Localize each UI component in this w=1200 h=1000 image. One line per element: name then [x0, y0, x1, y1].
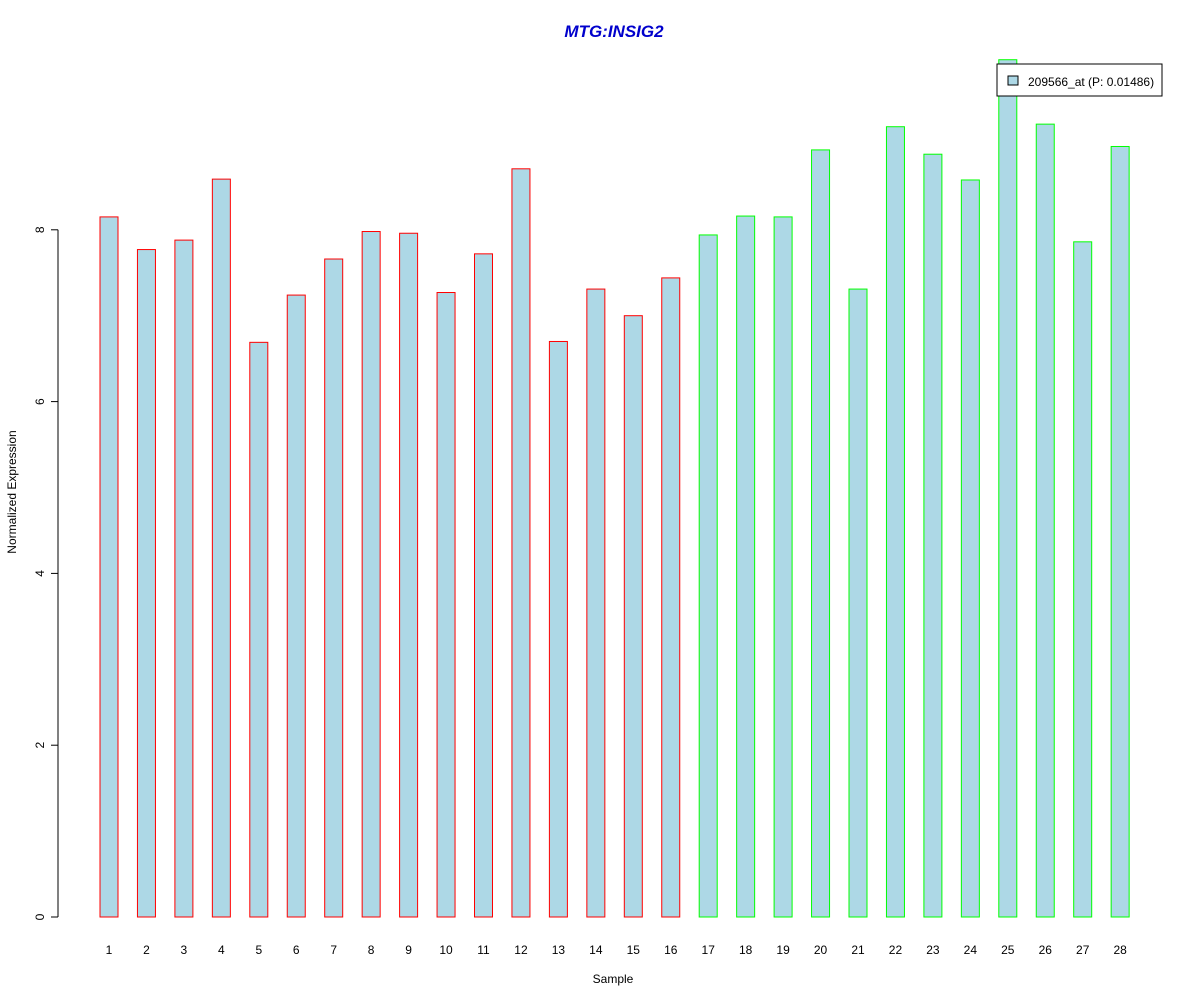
bar-sample-28 — [1110, 145, 1130, 918]
bar-sample-25 — [998, 59, 1018, 918]
y-tick-label: 0 — [33, 913, 47, 920]
bar-sample-18 — [736, 215, 756, 918]
bar-sample-16 — [661, 277, 681, 918]
x-tick-label: 12 — [514, 943, 528, 957]
bar-sample-8 — [361, 231, 381, 918]
x-tick-label: 6 — [293, 943, 300, 957]
bar-sample-10 — [436, 292, 456, 918]
y-tick-label: 8 — [33, 226, 47, 233]
bar-sample-19 — [773, 216, 793, 918]
bar-sample-9 — [399, 232, 419, 918]
x-tick-label: 14 — [589, 943, 603, 957]
bar-sample-14 — [586, 288, 606, 918]
x-tick-label: 7 — [330, 943, 337, 957]
y-tick-label: 6 — [33, 398, 47, 405]
x-tick-label: 2 — [143, 943, 150, 957]
bar-sample-23 — [923, 153, 943, 918]
x-tick-label: 23 — [926, 943, 940, 957]
legend-swatch — [1007, 75, 1019, 86]
y-tick-label: 4 — [33, 570, 47, 577]
x-tick-label: 26 — [1039, 943, 1053, 957]
x-tick-label: 17 — [702, 943, 716, 957]
x-tick-label: 27 — [1076, 943, 1090, 957]
x-tick-label: 18 — [739, 943, 753, 957]
bar-sample-11 — [474, 253, 493, 918]
bar-sample-15 — [623, 315, 643, 918]
bar-sample-21 — [848, 288, 868, 918]
x-tick-label: 19 — [776, 943, 790, 957]
x-tick-label: 13 — [552, 943, 566, 957]
x-tick-label: 11 — [477, 943, 490, 957]
bar-sample-7 — [324, 258, 344, 918]
bar-sample-22 — [885, 126, 905, 918]
x-tick-label: 24 — [964, 943, 978, 957]
x-tick-label: 16 — [664, 943, 678, 957]
x-tick-label: 22 — [889, 943, 903, 957]
bar-sample-4 — [211, 178, 231, 918]
bar-sample-5 — [249, 341, 269, 918]
bar-sample-24 — [960, 179, 980, 918]
bars-group — [99, 59, 1130, 918]
x-tick-label: 21 — [851, 943, 865, 957]
bar-sample-13 — [548, 340, 568, 918]
x-tick-label: 28 — [1113, 943, 1127, 957]
bar-sample-27 — [1073, 241, 1093, 918]
bar-sample-1 — [99, 216, 119, 918]
x-tick-label: 15 — [627, 943, 641, 957]
bar-sample-20 — [811, 149, 831, 918]
x-axis-label: Sample — [593, 972, 634, 986]
legend-label: 209566_at (P: 0.01486) — [1028, 75, 1154, 89]
y-tick-label: 2 — [33, 742, 47, 749]
x-tick-label: 4 — [218, 943, 225, 957]
y-axis: 0 2 4 6 8 — [33, 226, 59, 920]
x-tick-label: 5 — [255, 943, 262, 957]
bar-sample-6 — [286, 294, 306, 918]
chart-title: MTG:INSIG2 — [564, 22, 664, 41]
legend-box — [996, 63, 1163, 97]
bar-sample-26 — [1035, 123, 1055, 918]
x-tick-label: 20 — [814, 943, 828, 957]
x-tick-label: 3 — [181, 943, 188, 957]
x-tick-label: 9 — [405, 943, 412, 957]
bar-sample-2 — [136, 249, 156, 918]
x-tick-labels: 1 2 3 4 5 6 7 8 9 10 11 12 13 14 15 16 17 18 19 20 21 22 23 24 2… — [106, 943, 1127, 957]
bar-sample-12 — [511, 168, 531, 918]
x-tick-label: 25 — [1001, 943, 1015, 957]
bar-sample-3 — [174, 239, 194, 918]
x-tick-label: 8 — [368, 943, 375, 957]
x-tick-label: 10 — [439, 943, 453, 957]
x-tick-label: 1 — [106, 943, 113, 957]
legend: 209566_at (P: 0.01486) — [996, 63, 1163, 97]
y-axis-label: Normalized Expression — [5, 430, 19, 553]
bar-sample-17 — [698, 234, 718, 918]
